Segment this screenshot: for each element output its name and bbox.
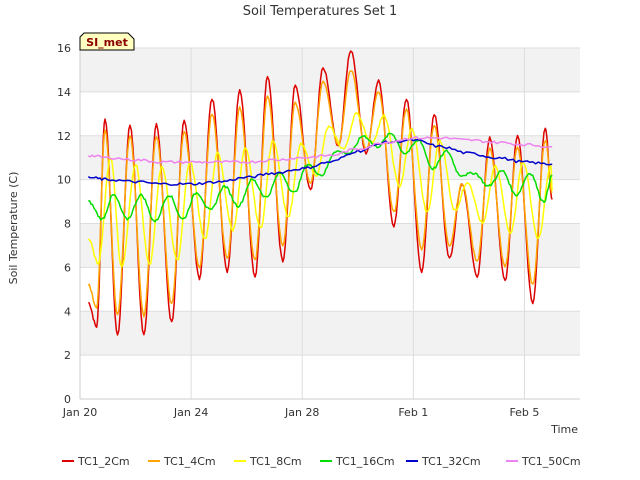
y-tick-label: 16 <box>57 42 71 55</box>
y-tick-label: 2 <box>64 349 71 362</box>
series-line-tc1-16cm <box>88 132 553 223</box>
y-tick-label: 10 <box>57 174 71 187</box>
y-tick-label: 12 <box>57 130 71 143</box>
y-tick-label: 8 <box>64 218 71 231</box>
x-tick-label: Jan 28 <box>284 406 319 419</box>
legend-item-tc1-4cm: TC1_4Cm <box>148 455 216 468</box>
badge-label: SI_met <box>86 36 128 49</box>
chart-title: Soil Temperatures Set 1 <box>243 4 398 19</box>
legend-item-tc1-16cm: TC1_16Cm <box>320 455 395 468</box>
plot-band <box>80 311 580 356</box>
legend-item-tc1-50cm: TC1_50Cm <box>506 455 581 468</box>
legend: TC1_2Cm TC1_4Cm TC1_8Cm TC1_16Cm TC1_32Cm TC1… <box>62 455 581 468</box>
legend-label: TC1_8Cm <box>249 455 302 468</box>
plot-band <box>80 48 580 92</box>
y-axis-ticks: 0 2 4 6 8 10 12 14 16 <box>57 42 71 406</box>
axis-frame <box>79 48 580 400</box>
x-tick-label: Feb 1 <box>398 406 428 419</box>
y-tick-label: 6 <box>64 261 71 274</box>
y-tick-label: 14 <box>57 86 71 99</box>
legend-item-tc1-32cm: TC1_32Cm <box>406 455 481 468</box>
legend-label: TC1_2Cm <box>77 455 130 468</box>
series-line-tc1-4cm <box>87 70 553 318</box>
series-lines <box>87 50 553 336</box>
x-axis-label: Time <box>550 423 578 436</box>
legend-label: TC1_50Cm <box>521 455 581 468</box>
legend-label: TC1_32Cm <box>421 455 481 468</box>
legend-label: TC1_4Cm <box>163 455 216 468</box>
y-tick-label: 4 <box>64 305 71 318</box>
y-axis-label: Soil Temperature (C) <box>7 172 20 285</box>
x-axis-ticks: Jan 20 Jan 24 Jan 28 Feb 1 Feb 5 <box>62 406 540 419</box>
series-line-tc1-8cm <box>87 111 553 268</box>
legend-item-tc1-8cm: TC1_8Cm <box>234 455 302 468</box>
y-tick-label: 0 <box>64 393 71 406</box>
series-line-tc1-32cm <box>87 138 553 187</box>
legend-item-tc1-2cm: TC1_2Cm <box>62 455 130 468</box>
si-met-badge: SI_met <box>79 32 135 51</box>
x-tick-label: Jan 24 <box>173 406 208 419</box>
plot-band <box>80 223 580 268</box>
x-tick-label: Jan 20 <box>62 406 97 419</box>
legend-label: TC1_16Cm <box>335 455 395 468</box>
x-tick-label: Feb 5 <box>509 406 539 419</box>
series-line-tc1-50cm <box>88 135 553 165</box>
